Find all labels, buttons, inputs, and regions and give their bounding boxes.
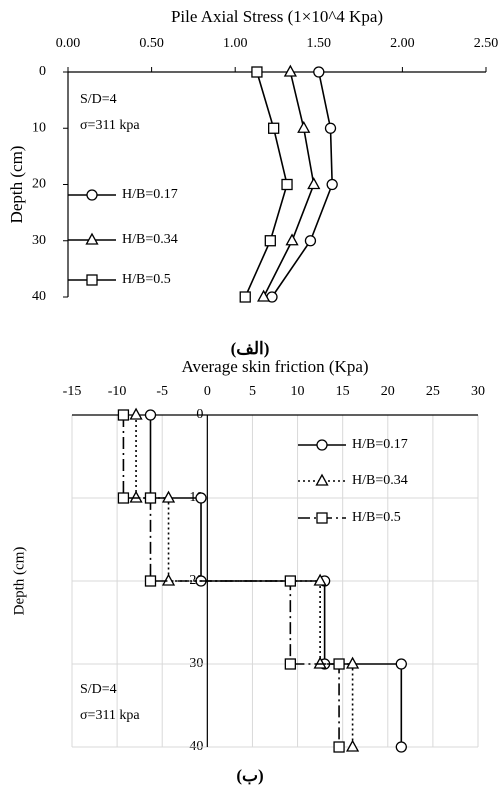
- chart-title: Average skin friction (Kpa): [181, 357, 368, 376]
- data-point: [117, 492, 130, 504]
- caption: (ب): [236, 766, 263, 785]
- x-tick-label: 5: [249, 384, 256, 399]
- y-tick-label: 0: [39, 64, 46, 79]
- x-tick-label: 1.50: [307, 36, 332, 51]
- annotation: σ=311 kpa: [80, 118, 140, 133]
- data-point: [284, 575, 296, 587]
- x-tick-label: 0: [204, 384, 211, 399]
- x-tick-label: 2.00: [390, 36, 415, 51]
- data-point: [333, 658, 345, 670]
- data-point: [239, 291, 251, 303]
- data-point: [251, 66, 263, 78]
- data-point: [395, 741, 407, 753]
- data-point: [345, 656, 360, 669]
- x-tick-label: -10: [108, 384, 127, 399]
- legend-label: H/B=0.5: [352, 510, 401, 525]
- data-point: [313, 656, 327, 669]
- data-point: [324, 122, 337, 134]
- y-axis-title: Depth (cm): [11, 547, 27, 616]
- data-point: [395, 658, 407, 670]
- x-tick-label: -5: [156, 384, 168, 399]
- x-tick-label: 20: [381, 384, 395, 399]
- legend-marker: [316, 512, 328, 524]
- legend-label: H/B=0.17: [352, 437, 408, 452]
- data-point: [144, 409, 157, 421]
- data-point: [281, 178, 293, 191]
- x-tick-label: 2.50: [474, 36, 499, 51]
- legend-label: H/B=0.34: [352, 473, 408, 488]
- x-tick-label: 15: [336, 384, 350, 399]
- legend-label: H/B=0.5: [122, 272, 171, 287]
- data-point: [161, 490, 176, 503]
- annotation: S/D=4: [80, 92, 117, 107]
- data-point: [283, 64, 297, 77]
- x-tick-label: 10: [291, 384, 305, 399]
- data-point: [264, 235, 276, 247]
- y-tick-label: 40: [32, 289, 46, 304]
- legend-marker: [85, 232, 99, 245]
- data-point: [313, 66, 325, 78]
- annotation: σ=311 kpa: [80, 708, 140, 723]
- data-point: [268, 122, 280, 134]
- y-tick-label: 20: [32, 177, 46, 192]
- x-tick-label: -15: [63, 384, 82, 399]
- data-point: [297, 120, 311, 133]
- data-point: [195, 492, 207, 504]
- x-tick-label: 0.50: [139, 36, 164, 51]
- data-point: [161, 573, 176, 586]
- legend-marker: [315, 473, 329, 486]
- data-point: [313, 573, 327, 586]
- legend-marker: [86, 189, 98, 201]
- caption: (الف): [231, 339, 270, 358]
- x-tick-label: 30: [471, 384, 485, 399]
- data-point: [345, 739, 360, 752]
- data-point: [304, 235, 317, 247]
- y-tick-label: 10: [32, 120, 46, 135]
- data-point: [144, 492, 157, 504]
- data-point: [307, 177, 321, 190]
- data-point: [117, 409, 130, 421]
- y-tick-label: 30: [32, 233, 46, 248]
- x-tick-label: 25: [426, 384, 440, 399]
- data-point: [326, 178, 338, 191]
- legend-marker: [86, 274, 98, 286]
- data-point: [129, 490, 143, 503]
- x-tick-label: 1.00: [223, 36, 248, 51]
- y-axis-title: Depth (cm): [7, 146, 26, 224]
- data-point: [144, 575, 157, 587]
- chart-title: Pile Axial Stress (1×10^4 Kpa): [171, 7, 383, 26]
- data-point: [333, 741, 345, 753]
- series-line: [122, 415, 340, 747]
- x-tick-label: 0.00: [56, 36, 81, 51]
- data-point: [257, 289, 271, 302]
- data-point: [284, 658, 296, 670]
- legend-label: H/B=0.17: [122, 187, 178, 202]
- legend-label: H/B=0.34: [122, 232, 178, 247]
- series-line: [135, 415, 354, 747]
- annotation: S/D=4: [80, 682, 117, 697]
- data-point: [129, 407, 143, 420]
- legend-marker: [316, 439, 328, 451]
- data-point: [285, 233, 299, 246]
